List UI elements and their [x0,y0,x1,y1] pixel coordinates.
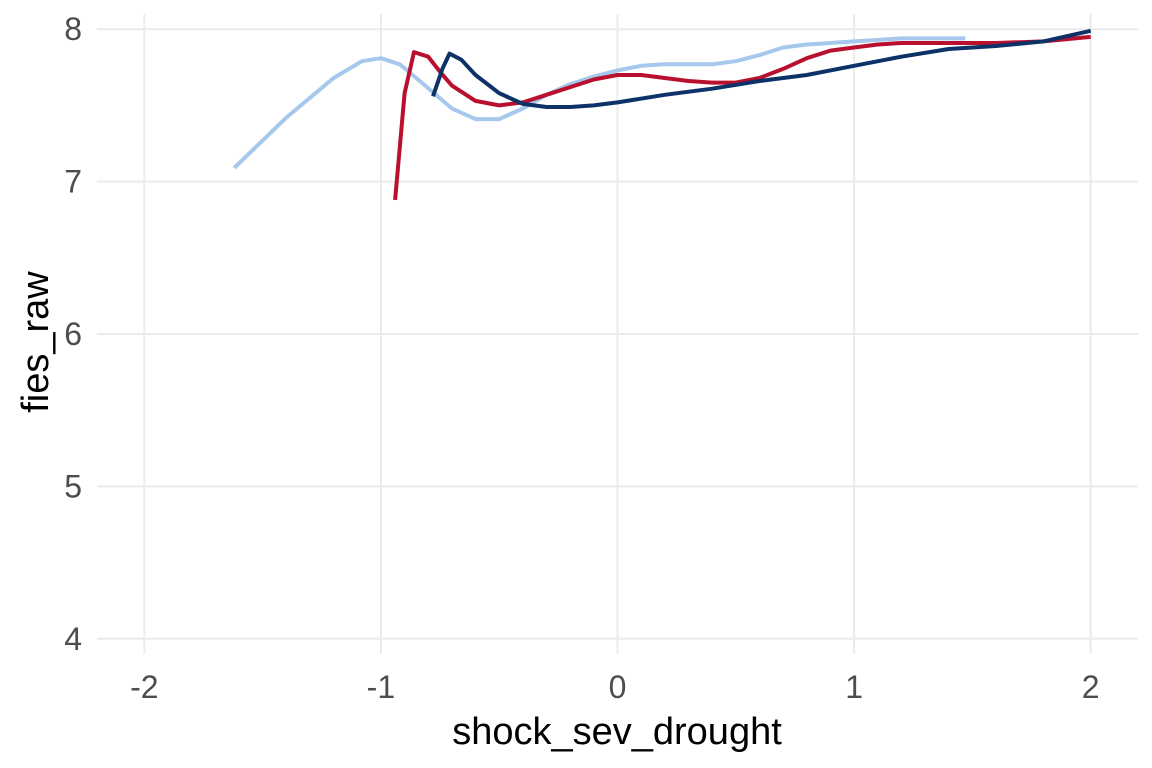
x-tick-label: -1 [367,669,395,705]
y-tick-label: 7 [64,164,82,200]
y-axis-title: fies_raw [15,271,57,413]
x-tick-label: 1 [845,669,863,705]
x-tick-label: 2 [1082,669,1100,705]
series-line-3 [431,28,1092,109]
series-lines [232,28,1092,201]
x-tick-label: 0 [609,669,627,705]
y-tick-label: 8 [64,11,82,47]
grid-lines [97,14,1138,654]
x-axis-tick-labels: -2 -1 0 1 2 [130,669,1099,705]
x-axis-title: shock_sev_drought [452,711,782,753]
y-tick-label: 4 [64,621,82,657]
y-tick-label: 5 [64,468,82,504]
series-line-1 [232,36,966,170]
y-axis-tick-labels: 4 5 6 7 8 [64,11,82,657]
x-tick-label: -2 [130,669,158,705]
series-line-2 [393,34,1091,201]
y-tick-label: 6 [64,316,82,352]
